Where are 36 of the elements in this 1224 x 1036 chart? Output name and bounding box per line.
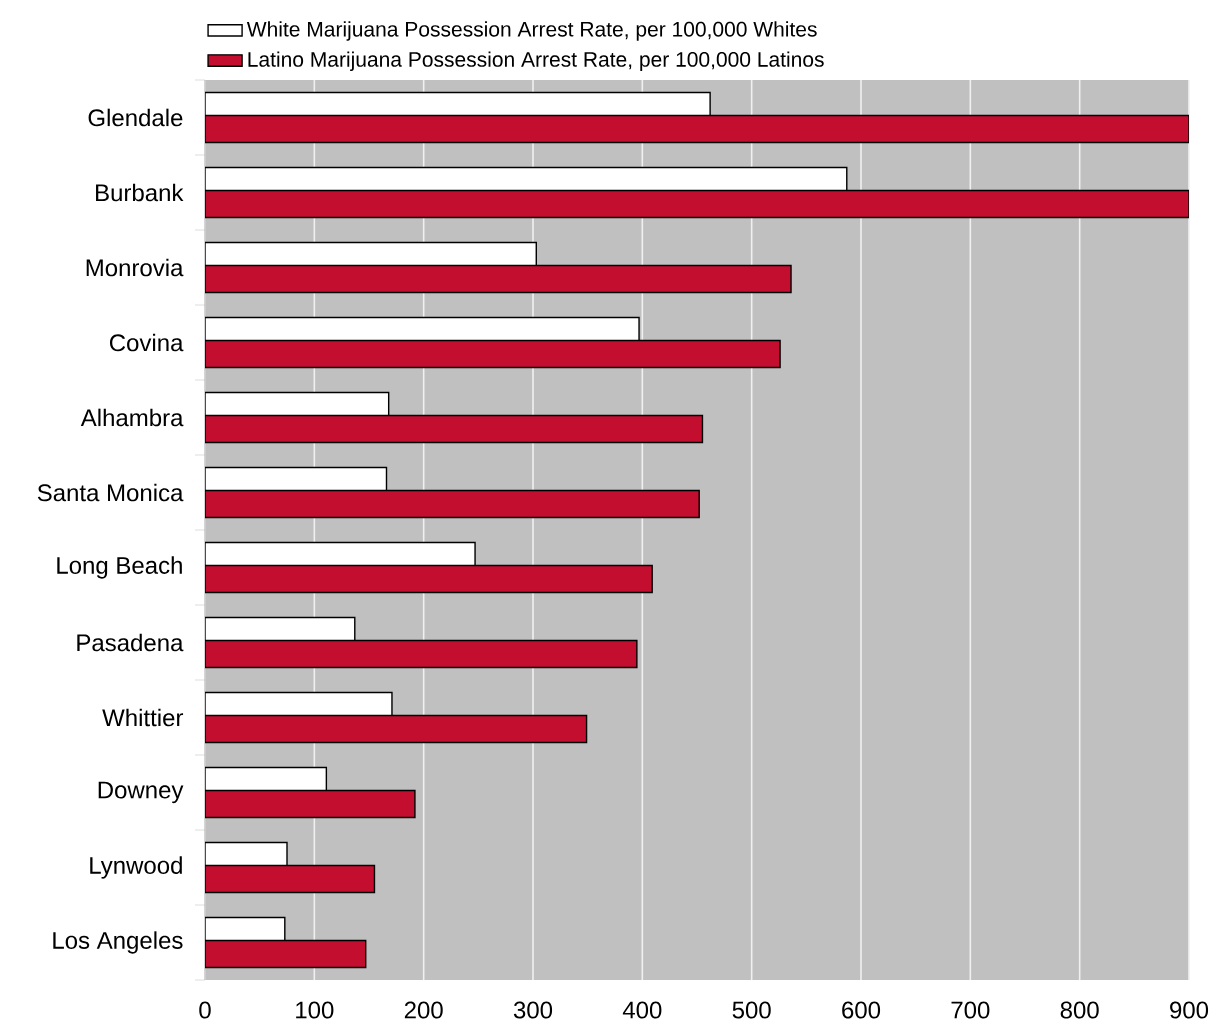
bar <box>205 789 416 819</box>
bar <box>205 639 638 669</box>
x-tick-label: 900 <box>1170 1001 1209 1019</box>
bar <box>205 714 588 744</box>
x-tick-label: 100 <box>296 1001 334 1019</box>
y-tick-label: Santa Monica <box>37 483 184 502</box>
x-tick-label: 800 <box>1060 1001 1099 1019</box>
bar <box>205 489 700 519</box>
bar <box>205 564 653 594</box>
y-tick-label: Pasadena <box>77 633 184 652</box>
bar <box>205 864 376 894</box>
y-tick-label: Covina <box>109 333 184 352</box>
x-tick-label: 200 <box>404 1001 443 1019</box>
x-tick-label: 600 <box>842 1001 881 1019</box>
bar <box>205 939 367 969</box>
bar <box>205 339 781 369</box>
bar <box>205 189 1189 219</box>
legend-label: White Marijuana Possession Arrest Rate, per 100,000 Whites <box>246 21 817 41</box>
y-tick-label: Alhambra <box>80 408 184 427</box>
y-tick-label: Lynwood <box>90 856 182 879</box>
y-tick-label: Long Beach <box>57 556 182 579</box>
y-tick-label: Whittier <box>102 708 184 727</box>
x-tick-label: 500 <box>732 1001 771 1019</box>
x-tick-label: 400 <box>622 1001 662 1019</box>
x-tick-label: 0 <box>199 1001 211 1019</box>
x-tick-label: 300 <box>513 1001 553 1019</box>
y-tick-label: Glendale <box>88 108 183 127</box>
y-tick-label: Monrovia <box>86 258 184 277</box>
bar <box>205 414 704 444</box>
legend-label: Latino Marijuana Possession Arrest Rate, per 100,000 Latinos <box>248 51 824 71</box>
y-tick-label: Los Angeles <box>53 931 183 954</box>
x-tick-label: 700 <box>951 1001 990 1019</box>
bar <box>205 264 792 294</box>
y-tick-label: Downey <box>98 781 184 804</box>
bar <box>205 114 1189 144</box>
y-tick-label: Burbank <box>96 183 184 202</box>
